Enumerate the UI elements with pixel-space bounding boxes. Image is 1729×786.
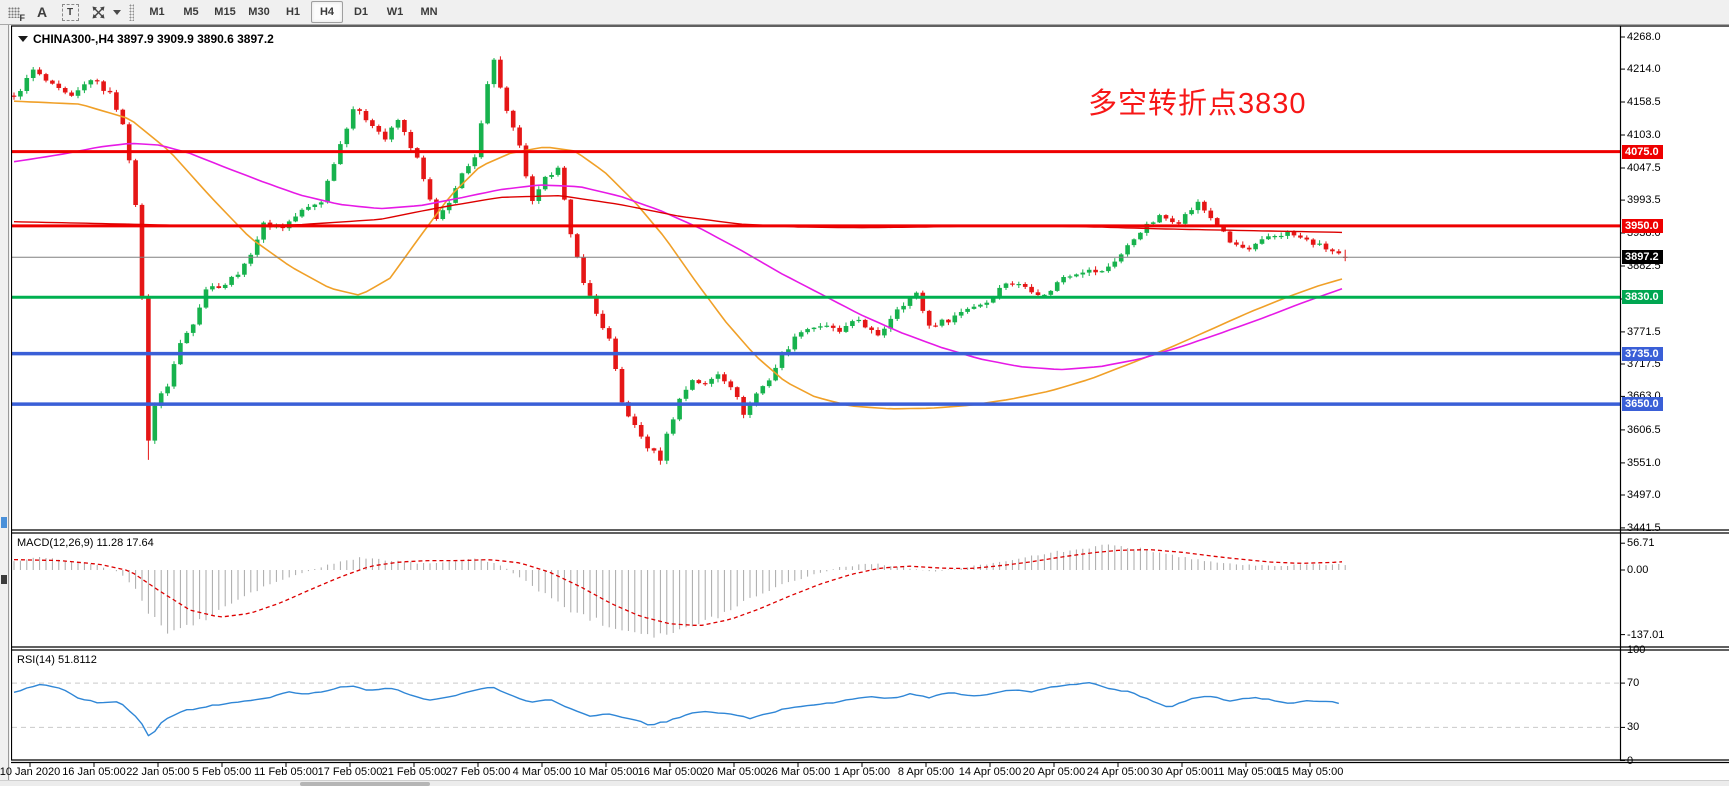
- time-axis-label: 4 Mar 05:00: [512, 766, 572, 778]
- toolbar-separator: [129, 3, 134, 21]
- time-axis-label: 20 Mar 05:00: [701, 766, 767, 778]
- text-label-icon[interactable]: T: [58, 2, 82, 23]
- symbol-dropdown-caret[interactable]: [18, 36, 28, 42]
- time-axis-label: 15 May 05:00: [1276, 766, 1344, 778]
- horizontal-scrollbar[interactable]: [0, 780, 1729, 786]
- price-axis-tick: 3551.0: [1627, 456, 1661, 469]
- time-axis-label: 22 Jan 05:00: [126, 766, 190, 778]
- price-axis-tick: 3717.5: [1627, 357, 1661, 370]
- time-axis-label: 17 Feb 05:00: [317, 766, 383, 778]
- timeframe-m1-button[interactable]: M1: [149, 6, 165, 18]
- price-axis-tick: 3497.0: [1627, 488, 1661, 501]
- timeframe-h1-button[interactable]: H1: [285, 6, 301, 18]
- price-axis-tick: 4047.5: [1627, 161, 1661, 174]
- time-axis-label: 14 Apr 05:00: [958, 766, 1022, 778]
- time-axis-label: 1 Apr 05:00: [833, 766, 891, 778]
- price-level-badge: 3950.0: [1622, 218, 1663, 233]
- rsi-indicator-label: RSI(14) 51.8112: [17, 654, 97, 666]
- timeframe-m5-button[interactable]: M5: [183, 6, 199, 18]
- gutter-mark-dark: [1, 575, 7, 584]
- time-axis-label: 16 Jan 05:00: [62, 766, 126, 778]
- timeframe-m30-button[interactable]: M30: [248, 6, 270, 18]
- arrows-dropdown-caret[interactable]: [113, 9, 121, 15]
- time-axis-label: 26 Mar 05:00: [765, 766, 831, 778]
- time-axis-label: 5 Feb 05:00: [192, 766, 252, 778]
- time-axis-label: 11 May 05:00: [1213, 766, 1279, 778]
- time-axis-label: 16 Mar 05:00: [637, 766, 703, 778]
- chart-title: CHINA300-,H4 3897.9 3909.9 3890.6 3897.2: [18, 32, 274, 46]
- time-axis-label: 10 Jan 2020: [0, 766, 61, 778]
- rsi-axis-tick: 30: [1627, 721, 1640, 734]
- text-annotation-icon[interactable]: A: [36, 4, 48, 20]
- grid-dots: [8, 6, 20, 18]
- price-level-badge: 3897.2: [1622, 250, 1663, 265]
- gutter-mark-blue: [1, 517, 7, 528]
- price-axis-tick: 4103.0: [1627, 129, 1661, 141]
- price-level-badge: 3735.0: [1622, 346, 1663, 361]
- price-axis-tick: 3441.5: [1627, 521, 1661, 534]
- price-axis-tick: 4268.0: [1627, 31, 1661, 43]
- macd-axis-tick: 0.00: [1627, 564, 1649, 576]
- rsi-axis-tick: 0: [1627, 754, 1634, 767]
- timeframe-m15-button[interactable]: M15: [214, 6, 236, 18]
- time-axis-label: 30 Apr 05:00: [1150, 766, 1214, 778]
- price-level-badge: 3830.0: [1622, 290, 1663, 305]
- timeframe-h4-button[interactable]: H4: [311, 1, 343, 23]
- macd-axis-tick: -137.01: [1627, 628, 1665, 641]
- price-axis-tick: 4214.0: [1627, 63, 1661, 76]
- arrow-objects-icon[interactable]: [86, 2, 110, 23]
- left-gutter: [0, 25, 11, 786]
- objects-grid-f-icon[interactable]: F: [2, 2, 26, 23]
- price-level-badge: 4075.0: [1622, 144, 1663, 159]
- chart-annotation-text: 多空转折点3830: [1088, 88, 1307, 120]
- time-axis-label: 11 Feb 05:00: [253, 766, 319, 778]
- time-axis-label: 27 Feb 05:00: [445, 766, 511, 778]
- time-axis-label: 20 Apr 05:00: [1022, 766, 1086, 778]
- macd-indicator-label: MACD(12,26,9) 11.28 17.64: [17, 537, 154, 549]
- price-axis-tick: 3606.5: [1627, 423, 1661, 436]
- timeframe-mn-button[interactable]: MN: [420, 6, 438, 18]
- scrollbar-thumb[interactable]: [300, 782, 430, 786]
- symbol-ohlc-text: CHINA300-,H4 3897.9 3909.9 3890.6 3897.2: [33, 32, 274, 46]
- rsi-axis-tick: 100: [1627, 644, 1646, 656]
- rsi-axis-tick: 70: [1627, 677, 1640, 690]
- toolbar: F A T M1 M5 M15 M30 H1 H4 D1 W1 MN: [0, 0, 1729, 25]
- price-axis-tick: 3993.5: [1627, 194, 1661, 207]
- timeframe-group: M1 M5 M15 M30 H1 H4 D1 W1 MN: [140, 0, 446, 24]
- time-axis-label: 10 Mar 05:00: [573, 766, 639, 778]
- time-axis-label: 8 Apr 05:00: [897, 766, 955, 778]
- macd-axis-tick: 56.71: [1627, 537, 1655, 550]
- price-level-badge: 3650.0: [1622, 397, 1663, 412]
- time-axis-label: 21 Feb 05:00: [381, 766, 447, 778]
- time-axis-label: 24 Apr 05:00: [1086, 766, 1150, 778]
- diagonal-arrows-icon: [92, 6, 104, 18]
- timeframe-w1-button[interactable]: W1: [386, 6, 404, 18]
- price-axis-tick: 4158.5: [1627, 96, 1661, 109]
- price-axis-tick: 3771.5: [1627, 325, 1661, 338]
- timeframe-d1-button[interactable]: D1: [353, 6, 369, 18]
